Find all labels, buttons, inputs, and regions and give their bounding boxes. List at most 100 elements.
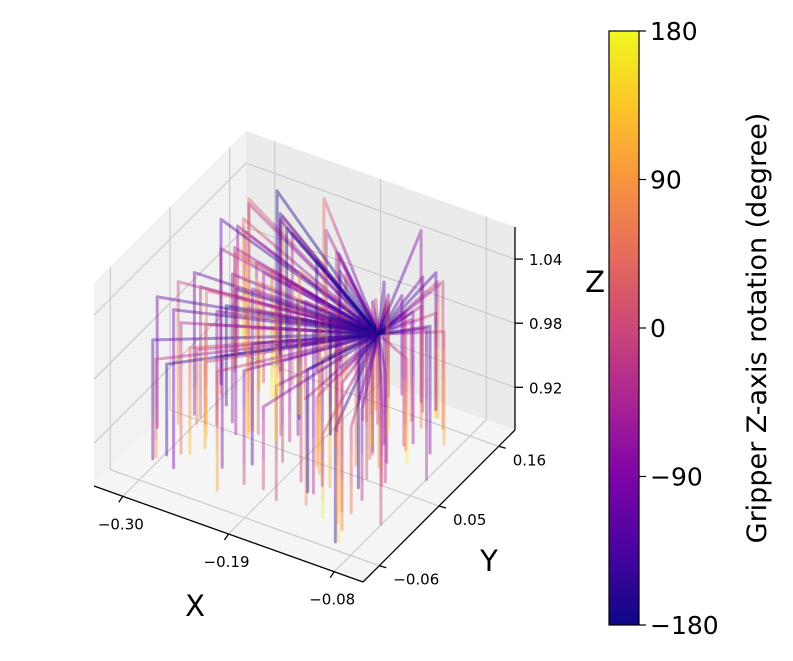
trajectory-segment bbox=[328, 310, 344, 320]
trajectory-segment bbox=[344, 292, 364, 316]
trajectory bbox=[285, 226, 380, 347]
trajectory-segment bbox=[302, 336, 343, 344]
trajectory-segment bbox=[378, 306, 383, 319]
z-tick-label: 0.92 bbox=[529, 379, 562, 397]
trajectory-segment bbox=[306, 337, 345, 346]
y-tick-label: 0.16 bbox=[513, 451, 546, 469]
trajectory-segment bbox=[258, 301, 291, 312]
trajectory-segment bbox=[319, 337, 351, 345]
trajectory-segment bbox=[370, 332, 380, 344]
trajectory bbox=[315, 332, 380, 468]
trajectory-segment bbox=[324, 229, 337, 250]
trajectory-segment bbox=[297, 350, 316, 358]
trajectory-segment bbox=[282, 337, 318, 343]
trajectory bbox=[306, 332, 380, 494]
trajectory-segment bbox=[378, 368, 383, 384]
trajectory-segment bbox=[261, 393, 285, 409]
trajectory-segment bbox=[349, 341, 360, 347]
trajectory-segment bbox=[367, 348, 376, 367]
trajectory-segment bbox=[379, 298, 384, 310]
trajectory bbox=[258, 281, 380, 391]
trajectory-segment bbox=[366, 341, 374, 349]
trajectory-segment bbox=[386, 315, 400, 327]
trajectory-segment bbox=[348, 321, 359, 328]
trajectory-segment bbox=[356, 326, 366, 332]
trajectory-segment bbox=[378, 322, 384, 331]
trajectory-segment bbox=[367, 328, 380, 336]
trajectory-segment bbox=[347, 318, 361, 327]
trajectory-segment bbox=[258, 264, 285, 282]
trajectory-segment bbox=[361, 317, 368, 324]
trajectory-segment bbox=[384, 313, 392, 323]
trajectory bbox=[335, 321, 380, 433]
trajectory bbox=[340, 332, 380, 512]
trajectory-segment bbox=[348, 379, 359, 399]
trajectory-segment bbox=[352, 357, 362, 369]
trajectory-segment bbox=[308, 358, 329, 371]
trajectory-segment bbox=[373, 332, 380, 338]
trajectory bbox=[281, 332, 380, 463]
trajectory-segment bbox=[266, 247, 292, 268]
trajectory-segment bbox=[328, 315, 340, 321]
trajectory bbox=[297, 317, 380, 420]
trajectory-segment bbox=[371, 300, 375, 309]
trajectory-segment bbox=[357, 292, 367, 309]
trajectory-segment bbox=[370, 332, 380, 343]
trajectory-segment bbox=[405, 318, 419, 326]
trajectory-segment bbox=[357, 322, 380, 336]
trajectory-segment bbox=[308, 313, 329, 321]
trajectory-segment bbox=[359, 332, 380, 345]
trajectory-segment bbox=[330, 349, 343, 357]
trajectory-segment bbox=[272, 256, 302, 279]
trajectory-segment bbox=[382, 309, 387, 318]
trajectory-segment bbox=[329, 341, 348, 350]
x-tick-mark bbox=[223, 533, 230, 541]
trajectory-segment bbox=[296, 345, 327, 355]
trajectory-segment bbox=[274, 320, 312, 328]
trajectory-segment bbox=[370, 319, 380, 336]
trajectory bbox=[179, 321, 380, 455]
trajectory-segment bbox=[271, 338, 296, 344]
trajectory-segment bbox=[399, 294, 410, 308]
trajectory-segment bbox=[343, 323, 380, 336]
trajectory-segment bbox=[379, 316, 385, 325]
trajectory bbox=[376, 304, 423, 429]
trajectory-segment bbox=[363, 328, 373, 334]
trajectory-segment bbox=[232, 351, 265, 359]
trajectory-segment bbox=[380, 351, 385, 361]
trajectory-segment bbox=[352, 322, 380, 336]
axis-lines bbox=[93, 227, 523, 583]
trajectory-segment bbox=[344, 330, 380, 336]
trajectory-segment bbox=[262, 303, 294, 314]
trajectory-segment bbox=[195, 345, 229, 352]
trajectory bbox=[188, 332, 380, 455]
trajectory-segment bbox=[352, 335, 362, 340]
trajectory-segment bbox=[226, 335, 268, 340]
trajectory bbox=[340, 332, 380, 532]
trajectory-segment bbox=[406, 297, 420, 310]
trajectory-segment bbox=[375, 332, 380, 340]
trajectory-segment bbox=[261, 346, 294, 355]
trajectory-segment bbox=[362, 339, 369, 345]
trajectory-segment bbox=[306, 361, 321, 371]
trajectory-segment bbox=[358, 287, 371, 313]
trajectory-segment bbox=[269, 327, 294, 332]
trajectory-segment bbox=[322, 197, 335, 223]
trajectory-segment bbox=[337, 315, 361, 327]
trajectory-segment bbox=[286, 337, 320, 344]
trajectory bbox=[234, 251, 380, 369]
trajectory-segment bbox=[281, 355, 301, 363]
trajectory-segment bbox=[349, 278, 359, 295]
trajectory-segment bbox=[317, 306, 341, 319]
trajectory-segment bbox=[372, 350, 376, 359]
trajectory-segment bbox=[357, 347, 367, 358]
trajectory-segment bbox=[350, 332, 380, 342]
trajectory-segment bbox=[324, 336, 354, 343]
trajectory-segment bbox=[344, 294, 364, 317]
trajectory-segment bbox=[188, 344, 223, 350]
trajectory-segment bbox=[247, 197, 272, 223]
trajectory bbox=[278, 218, 380, 373]
trajectory bbox=[304, 332, 380, 507]
trajectory-segment bbox=[320, 353, 334, 361]
z-tick-label: 0.98 bbox=[529, 315, 562, 333]
